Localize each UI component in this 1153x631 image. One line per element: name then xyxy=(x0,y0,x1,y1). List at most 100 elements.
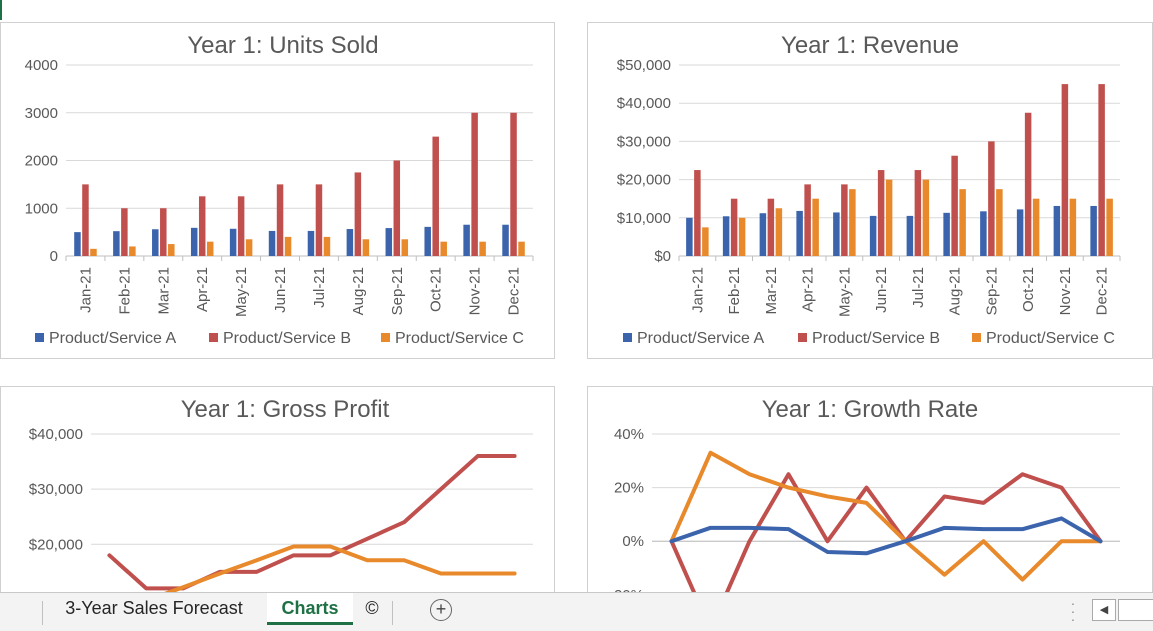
bar-a xyxy=(796,210,803,256)
chart-gross-profit[interactable]: Year 1: Gross Profit $10,000 $20,000 $30,00… xyxy=(0,386,555,592)
sheet-tab-bar: 3-Year Sales Forecast Charts © + · · · ◀ xyxy=(0,592,1153,631)
horizontal-scrollbar[interactable] xyxy=(1118,599,1153,621)
x-tick-label: Jan-21 xyxy=(689,267,706,313)
bar-c xyxy=(996,189,1003,256)
bar-c xyxy=(479,241,486,256)
bar-b xyxy=(988,141,995,256)
series-line-b xyxy=(107,454,517,591)
bar-c xyxy=(1032,198,1040,256)
x-tick-label: Sep-21 xyxy=(983,267,1000,315)
chart-revenue[interactable]: Year 1: Revenue $0 $10,000 $20,000 $30,000 $4… xyxy=(587,22,1153,359)
series-line-c xyxy=(164,544,517,592)
tab-3-year-sales-forecast[interactable]: 3-Year Sales Forecast xyxy=(65,598,243,618)
tab-charts[interactable]: Charts xyxy=(267,593,353,625)
bar-b xyxy=(393,160,401,256)
tab-copyright[interactable]: © xyxy=(365,598,379,618)
chart-title: Year 1: Revenue xyxy=(781,32,959,59)
x-tick-label: Feb-21 xyxy=(726,267,743,315)
y-tick-label: 2000 xyxy=(25,153,58,170)
legend-swatch xyxy=(381,333,390,342)
x-tick-label: Jan-21 xyxy=(77,267,94,313)
bar-b xyxy=(160,208,167,256)
worksheet-area: Year 1: Units Sold 0 1000 2000 3000 4000 Jan-2… xyxy=(0,0,1153,592)
legend-label: Product/Service A xyxy=(637,330,765,347)
legend-swatch xyxy=(798,333,807,342)
bar-b xyxy=(82,184,89,256)
bar-b xyxy=(694,170,701,256)
add-sheet-button[interactable]: + xyxy=(430,599,452,621)
chart-growth-rate[interactable]: Year 1: Growth Rate -20% 0% 20% 40% xyxy=(587,386,1153,592)
y-tick-label: $0 xyxy=(654,248,671,265)
bar-c xyxy=(702,227,709,256)
bar-c xyxy=(518,241,525,256)
bar-c xyxy=(245,239,253,256)
y-tick-label: 1000 xyxy=(25,200,58,217)
more-options-icon[interactable]: · · · xyxy=(1070,595,1076,627)
bar-b xyxy=(471,112,478,256)
bar-b xyxy=(730,198,738,256)
bar-c xyxy=(959,189,966,256)
x-tick-label: Oct-21 xyxy=(428,267,445,312)
bar-a xyxy=(980,211,987,256)
bar-b xyxy=(432,136,439,256)
active-cell-marker xyxy=(0,0,2,20)
y-tick-label: $40,000 xyxy=(29,426,83,443)
series-line-b xyxy=(669,472,1103,592)
scroll-left-button[interactable]: ◀ xyxy=(1092,599,1116,621)
y-tick-label: $30,000 xyxy=(617,133,671,150)
bar-a xyxy=(1016,209,1024,256)
legend-swatch xyxy=(35,333,44,342)
bar-a xyxy=(759,213,767,256)
x-tick-label: Feb-21 xyxy=(116,267,133,315)
bar-c xyxy=(812,198,819,256)
bar-c xyxy=(401,239,409,256)
bar-b xyxy=(767,198,775,256)
bar-c xyxy=(922,179,930,256)
bar-b xyxy=(804,184,811,256)
y-tick-label: 0% xyxy=(622,533,644,550)
bar-b xyxy=(237,196,245,256)
x-tick-label: May-21 xyxy=(836,267,853,317)
y-tick-label: $20,000 xyxy=(617,172,671,189)
bar-a xyxy=(113,231,120,256)
bar-a xyxy=(229,228,237,256)
bar-b xyxy=(951,155,958,256)
chart-title: Year 1: Gross Profit xyxy=(181,396,390,423)
bar-a xyxy=(74,232,81,256)
x-tick-label: Jun-21 xyxy=(873,267,890,313)
x-tick-label: Sep-21 xyxy=(389,267,406,315)
y-tick-label: -20% xyxy=(609,587,644,592)
bar-a xyxy=(152,229,159,256)
bar-a xyxy=(833,212,840,256)
y-tick-label: 3000 xyxy=(25,105,58,122)
bar-b xyxy=(1098,84,1105,256)
x-tick-label: Jul-21 xyxy=(311,267,328,308)
chart-units-sold[interactable]: Year 1: Units Sold 0 1000 2000 3000 4000 Jan-2… xyxy=(0,22,555,359)
y-tick-label: $10,000 xyxy=(29,591,83,592)
bar-c xyxy=(362,239,370,256)
x-tick-label: Apr-21 xyxy=(800,267,817,312)
bar-b xyxy=(198,196,206,256)
x-tick-label: Mar-21 xyxy=(763,267,780,315)
series-line-a xyxy=(669,516,1103,556)
legend-label: Product/Service A xyxy=(49,330,177,347)
bar-b xyxy=(914,170,922,256)
bar-a xyxy=(385,228,393,256)
y-tick-label: 4000 xyxy=(25,57,58,74)
x-tick-label: Dec-21 xyxy=(506,267,523,315)
bar-c xyxy=(284,236,292,256)
bar-c xyxy=(1069,198,1077,256)
x-tick-label: Aug-21 xyxy=(947,267,964,315)
bar-b xyxy=(1061,84,1069,256)
x-tick-label: Mar-21 xyxy=(155,267,172,315)
bar-c xyxy=(206,241,214,256)
chart-title: Year 1: Units Sold xyxy=(187,32,378,59)
x-tick-label: Nov-21 xyxy=(467,267,484,315)
bar-a xyxy=(1090,205,1097,256)
bar-a xyxy=(906,215,914,256)
bar-a xyxy=(869,215,877,256)
bar-a xyxy=(943,212,950,256)
chart-title: Year 1: Growth Rate xyxy=(762,396,979,423)
bar-a xyxy=(424,226,431,256)
x-tick-label: Oct-21 xyxy=(1020,267,1037,312)
